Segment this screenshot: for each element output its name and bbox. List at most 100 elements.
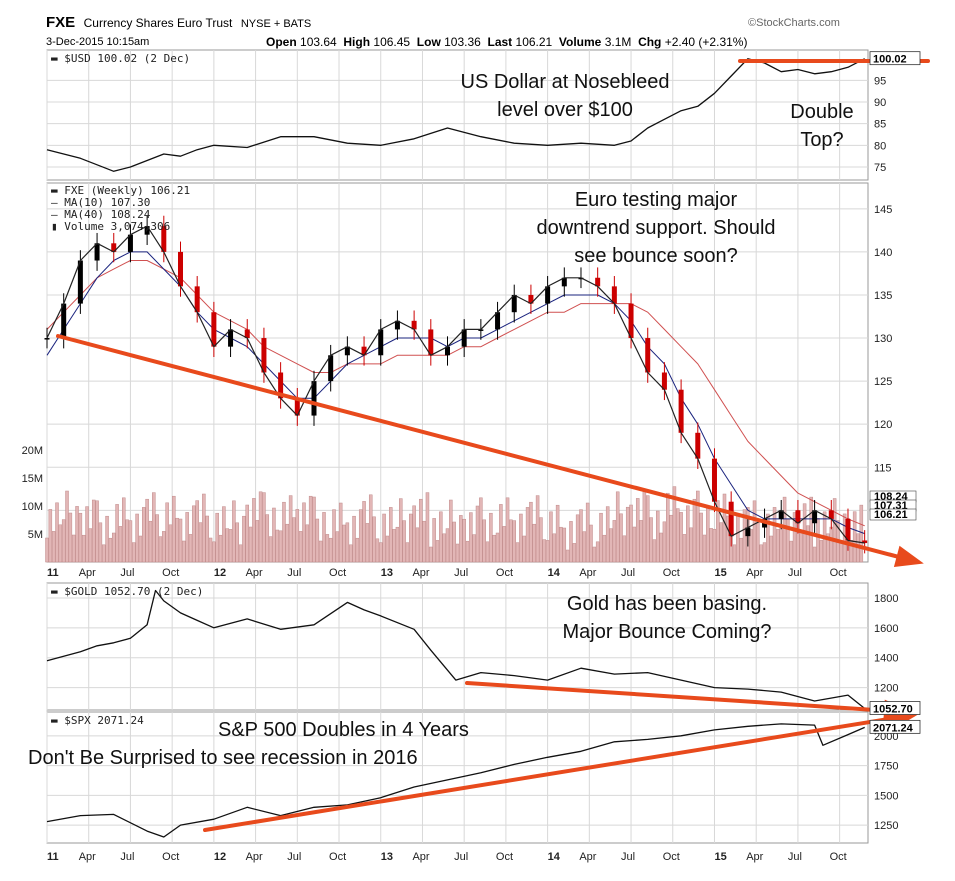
usd-y-tick-label: 80 — [874, 140, 886, 152]
price-bar-body — [94, 243, 100, 261]
volume-bar — [505, 497, 510, 563]
volume-bar — [165, 502, 169, 563]
volume-bar — [439, 511, 443, 563]
spx-x-tick-label: 15 — [714, 851, 726, 863]
double-top-annotation: Double Top? — [772, 98, 872, 154]
volume-bar — [142, 507, 146, 563]
volume-bar — [81, 534, 86, 563]
high-label: High — [343, 35, 371, 49]
volume-bar — [696, 490, 700, 563]
spx-x-tick-label: Oct — [162, 851, 179, 863]
price-bar-body — [127, 234, 133, 252]
volume-bar — [198, 522, 203, 563]
volume-bar — [382, 513, 386, 563]
spx-uptrend-arrow — [203, 713, 915, 832]
fxe-x-tick-label: Jul — [287, 567, 301, 579]
volume-bar — [128, 520, 133, 563]
price-bar-body — [561, 277, 567, 287]
volume-bar — [499, 504, 503, 563]
price-bar-body — [194, 286, 200, 313]
volume-bar — [655, 510, 660, 563]
volume-bar — [469, 512, 473, 563]
fxe-x-tick-label: Oct — [162, 567, 179, 579]
volume-bar — [816, 518, 820, 563]
volume-bar — [292, 517, 296, 563]
usd-annotation: US Dollar at Nosebleed level over $100 — [420, 68, 710, 124]
volume-bar — [155, 514, 159, 563]
volume-bar — [71, 534, 76, 563]
volume-bar — [749, 529, 753, 563]
price-bar-body — [294, 398, 300, 416]
volume-bar — [409, 513, 413, 563]
volume-bar — [68, 512, 73, 563]
volume-bar — [819, 540, 824, 563]
price-bar-body — [478, 329, 484, 331]
volume-bar — [368, 494, 373, 563]
volume-bar — [322, 512, 326, 563]
volume-bar — [689, 527, 693, 563]
spx-y-tick-label: 1250 — [874, 820, 898, 832]
volume-bar — [282, 501, 286, 563]
gold-y-tick-label: 1800 — [874, 593, 898, 605]
volume-bar — [542, 539, 547, 563]
volume-bar — [659, 532, 663, 563]
volume-bar — [515, 542, 520, 563]
volume-bar — [559, 526, 563, 563]
price-bar-body — [745, 527, 751, 537]
chg-value: +2.40 (+2.31%) — [664, 35, 748, 49]
volume-bar — [248, 526, 253, 563]
spx-x-tick-label: Jul — [120, 851, 134, 863]
volume-bar — [562, 527, 567, 563]
volume-bar — [766, 513, 770, 563]
volume-bar — [455, 543, 460, 563]
price-bar-body — [628, 303, 634, 339]
ma40-line — [46, 260, 865, 527]
low-label: Low — [416, 35, 441, 49]
gold-annotation: Gold has been basing. Major Bounce Comin… — [522, 590, 812, 646]
symbol-label: FXE — [46, 14, 76, 31]
gold-value-label: 1052.70 — [873, 704, 913, 716]
volume-bar — [105, 515, 109, 563]
last-value: 106.21 — [515, 35, 553, 49]
price-bar-body — [661, 372, 667, 390]
fxe-x-tick-label: 11 — [47, 567, 59, 579]
chg-label: Chg — [638, 35, 662, 49]
volume-bar — [459, 515, 463, 563]
volume-bar — [122, 497, 126, 563]
volume-bar — [482, 519, 486, 563]
price-bar-body — [411, 320, 417, 330]
spx-x-tick-label: Oct — [496, 851, 513, 863]
volume-bar — [512, 520, 516, 563]
volume-bar — [726, 515, 730, 563]
volume-bar — [652, 539, 657, 563]
volume-bar — [222, 506, 226, 563]
fxe-legend: ▬ FXE (Weekly) 106.21 — [51, 184, 190, 197]
volume-bar — [662, 521, 667, 563]
volume-bar — [235, 522, 239, 563]
volume-bar — [412, 505, 416, 563]
spx-y-tick-label: 1500 — [874, 790, 898, 802]
volume-bar — [435, 540, 440, 563]
volume-bar — [612, 520, 617, 563]
volume-bar — [135, 513, 139, 563]
volume-bar — [839, 542, 844, 563]
volume-bar — [255, 520, 260, 563]
volume-bar — [552, 533, 557, 563]
volume-bar — [632, 526, 637, 563]
price-bar-body — [695, 432, 701, 459]
volume-bar — [485, 541, 490, 563]
volume-bar — [288, 495, 293, 563]
fxe-x-tick-label: Jul — [788, 567, 802, 579]
gold-value-box — [869, 701, 921, 715]
volume-bar — [172, 495, 176, 563]
volume-tick-label: 5M — [28, 529, 43, 541]
usd-legend: ▬ $USD 100.02 (2 Dec) — [51, 52, 190, 65]
price-bar-body — [645, 338, 651, 373]
price-tag-label: 106.21 — [874, 509, 908, 521]
usd-value-box — [869, 51, 921, 66]
volume-bar — [65, 490, 69, 563]
volume-bar — [692, 498, 697, 563]
volume-bar — [335, 531, 340, 563]
volume-bar — [619, 513, 623, 563]
volume-bar — [352, 515, 356, 563]
